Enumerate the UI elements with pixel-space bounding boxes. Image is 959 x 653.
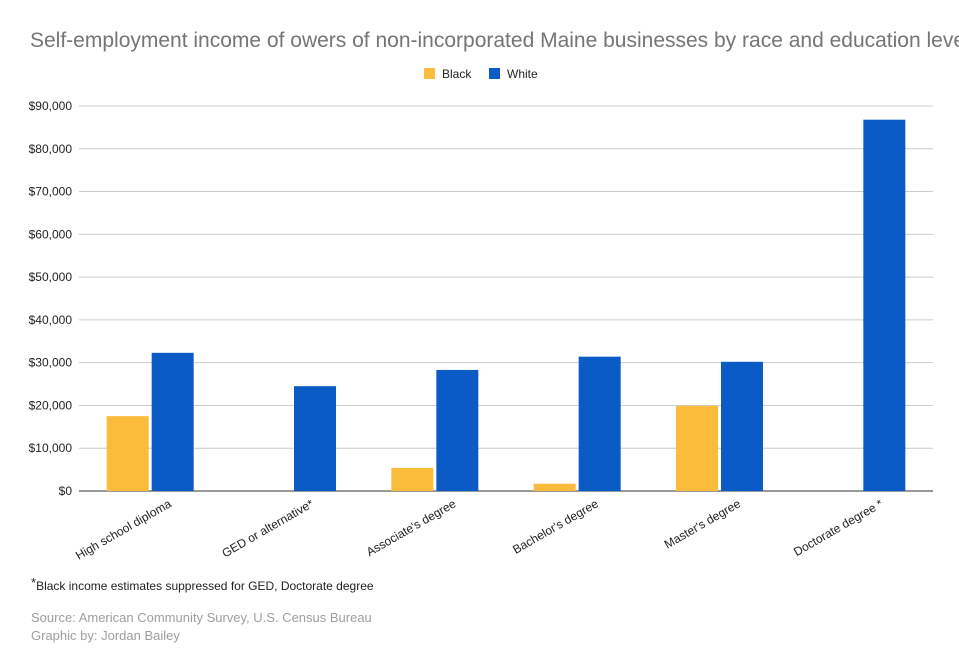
y-axis: $0 $10,000 $20,000 $30,000 $40,000 $50,000 $60… — [29, 99, 73, 498]
credit-line: Graphic by: Jordan Bailey — [31, 628, 180, 643]
legend: Black White — [424, 67, 538, 81]
bar-white — [436, 369, 479, 491]
bar-black — [106, 416, 149, 491]
footnote: *Black income estimates suppressed for G… — [31, 575, 374, 593]
y-tick-label: $30,000 — [29, 356, 73, 370]
x-axis: High school diploma GED or alternative* As… — [73, 496, 886, 562]
x-tick-label: Doctorate degree * — [791, 496, 886, 559]
y-tick-label: $0 — [59, 484, 73, 498]
legend-label-white: White — [507, 67, 538, 81]
source-line: Source: American Community Survey, U.S. … — [31, 610, 372, 625]
footnote-text: Black income estimates suppressed for GE… — [36, 579, 374, 593]
bar-white — [294, 386, 336, 491]
bar-white — [578, 356, 621, 491]
y-tick-label: $70,000 — [29, 185, 73, 199]
bar-black — [533, 483, 576, 491]
legend-swatch-black — [424, 68, 435, 79]
y-tick-label: $20,000 — [29, 398, 73, 412]
gridlines — [79, 105, 933, 492]
y-tick-label: $60,000 — [29, 227, 73, 241]
bar-black — [676, 405, 718, 491]
bar-white — [863, 119, 906, 491]
x-tick-label: High school diploma — [73, 496, 174, 562]
legend-label-black: Black — [442, 67, 472, 81]
x-tick-label: GED or alternative* — [219, 496, 316, 560]
bar-black — [391, 467, 434, 491]
bar-white — [721, 361, 763, 491]
y-tick-label: $50,000 — [29, 270, 73, 284]
legend-swatch-white — [489, 68, 500, 79]
y-tick-label: $80,000 — [29, 142, 73, 156]
footnote-mark: * — [31, 575, 36, 590]
x-tick-label: Master's degree — [662, 496, 743, 551]
x-tick-label: Associate's degree — [364, 496, 459, 559]
y-tick-label: $10,000 — [29, 441, 73, 455]
x-tick-label: Bachelor's degree — [510, 496, 601, 556]
chart-title: Self-employment income of owers of non-i… — [30, 29, 959, 52]
y-tick-label: $40,000 — [29, 313, 73, 327]
bar-white — [151, 352, 194, 491]
bars — [106, 119, 906, 491]
y-tick-label: $90,000 — [29, 99, 73, 113]
